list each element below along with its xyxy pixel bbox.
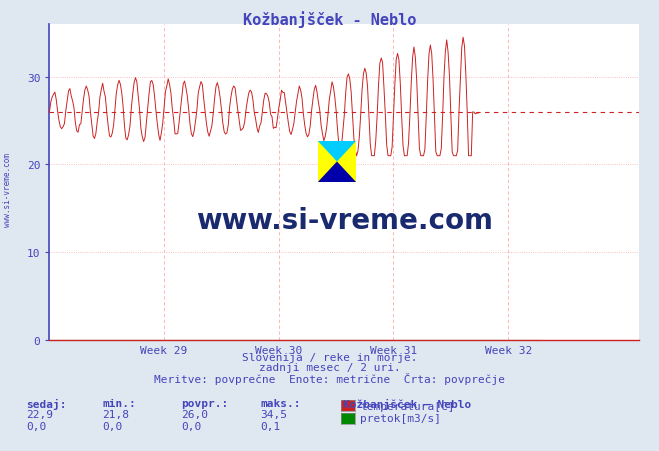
Text: 34,5: 34,5: [260, 409, 287, 419]
Text: povpr.:: povpr.:: [181, 398, 229, 408]
Text: sedaj:: sedaj:: [26, 398, 67, 409]
Text: pretok[m3/s]: pretok[m3/s]: [360, 414, 441, 423]
Text: 26,0: 26,0: [181, 409, 208, 419]
Polygon shape: [318, 162, 356, 183]
Text: temperatura[C]: temperatura[C]: [360, 401, 454, 411]
Text: 0,0: 0,0: [102, 421, 123, 431]
Text: min.:: min.:: [102, 398, 136, 408]
Text: 0,0: 0,0: [26, 421, 47, 431]
Text: Slovenija / reke in morje.: Slovenija / reke in morje.: [242, 353, 417, 363]
Text: 0,0: 0,0: [181, 421, 202, 431]
Text: zadnji mesec / 2 uri.: zadnji mesec / 2 uri.: [258, 363, 401, 373]
Text: Kožbanjšček – Neblo: Kožbanjšček – Neblo: [343, 398, 471, 409]
Text: 21,8: 21,8: [102, 409, 129, 419]
Text: www.si-vreme.com: www.si-vreme.com: [3, 152, 13, 226]
Text: www.si-vreme.com: www.si-vreme.com: [196, 207, 493, 235]
Text: maks.:: maks.:: [260, 398, 301, 408]
Text: 22,9: 22,9: [26, 409, 53, 419]
Text: 0,1: 0,1: [260, 421, 281, 431]
Text: Meritve: povprečne  Enote: metrične  Črta: povprečje: Meritve: povprečne Enote: metrične Črta:…: [154, 373, 505, 385]
Polygon shape: [318, 142, 356, 162]
Text: Kožbanjšček - Neblo: Kožbanjšček - Neblo: [243, 11, 416, 28]
